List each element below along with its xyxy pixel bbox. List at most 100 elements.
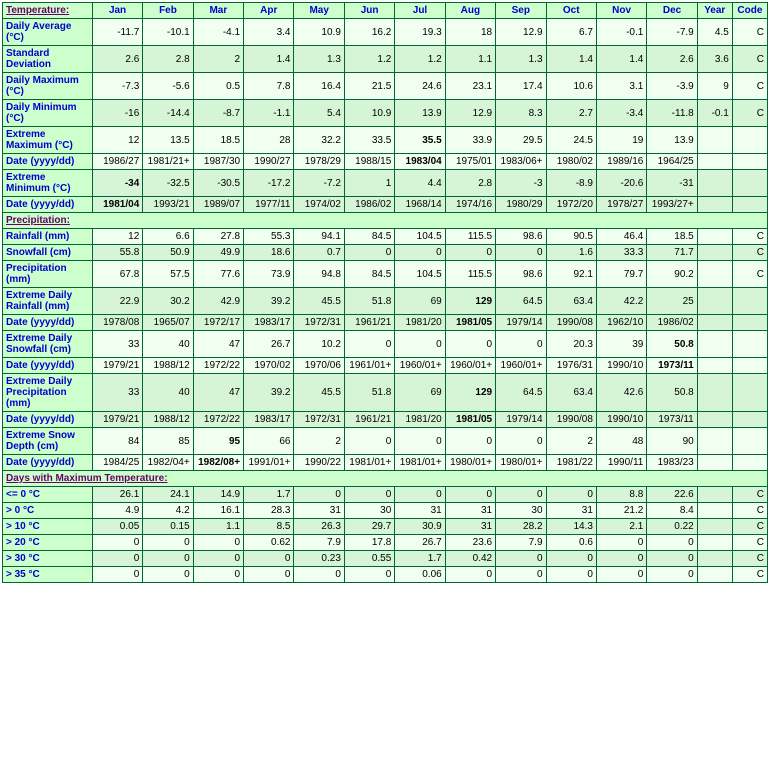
- cell: 18: [445, 19, 495, 46]
- cell: 64.5: [496, 374, 546, 412]
- cell: 31: [445, 519, 495, 535]
- cell: 13.5: [143, 127, 193, 154]
- cell: [732, 170, 767, 197]
- cell: 4.2: [143, 503, 193, 519]
- cell: 14.3: [546, 519, 596, 535]
- cell: 1978/29: [294, 154, 344, 170]
- cell: -17.2: [244, 170, 294, 197]
- cell: [697, 154, 732, 170]
- cell: 0: [344, 331, 394, 358]
- cell: 129: [445, 374, 495, 412]
- cell: 0.7: [294, 245, 344, 261]
- cell: 31: [546, 503, 596, 519]
- cell: 1983/04: [395, 154, 445, 170]
- cell: 46.4: [596, 229, 646, 245]
- cell: -8.9: [546, 170, 596, 197]
- cell: 39.2: [244, 288, 294, 315]
- cell: 0: [546, 551, 596, 567]
- cell: 26.3: [294, 519, 344, 535]
- cell: [732, 374, 767, 412]
- climate-table: Temperature: Jan Feb Mar Apr May Jun Jul…: [2, 2, 768, 583]
- cell: 50.8: [647, 331, 697, 358]
- cell: 0: [92, 551, 142, 567]
- cell: -16: [92, 100, 142, 127]
- cell: 0: [294, 567, 344, 583]
- cell: 2: [193, 46, 243, 73]
- cell: 0: [596, 551, 646, 567]
- col-mar: Mar: [193, 3, 243, 19]
- table-row: Extreme Maximum (°C)1213.518.52832.233.5…: [3, 127, 768, 154]
- cell: 1981/05: [445, 412, 495, 428]
- cell: 24.5: [546, 127, 596, 154]
- cell: 50.8: [647, 374, 697, 412]
- cell: 1986/27: [92, 154, 142, 170]
- cell: 1972/31: [294, 315, 344, 331]
- cell: 14.9: [193, 487, 243, 503]
- cell: 1978/08: [92, 315, 142, 331]
- cell: 33: [92, 374, 142, 412]
- cell: 12.9: [445, 100, 495, 127]
- section-header: Days with Maximum Temperature:: [3, 471, 768, 487]
- cell: 95: [193, 428, 243, 455]
- cell: 0: [496, 428, 546, 455]
- cell: 20.3: [546, 331, 596, 358]
- cell: 19.3: [395, 19, 445, 46]
- table-row: Date (yyyy/dd)1984/251982/04+1982/08+199…: [3, 455, 768, 471]
- cell: 1989/07: [193, 197, 243, 213]
- cell: [732, 428, 767, 455]
- cell: 0: [344, 245, 394, 261]
- cell: 90: [647, 428, 697, 455]
- cell: [697, 455, 732, 471]
- cell: [697, 551, 732, 567]
- cell: 1.1: [445, 46, 495, 73]
- cell: 1973/11: [647, 412, 697, 428]
- cell: 22.6: [647, 487, 697, 503]
- cell: 6.7: [546, 19, 596, 46]
- col-oct: Oct: [546, 3, 596, 19]
- cell: 30.9: [395, 519, 445, 535]
- cell: 55.3: [244, 229, 294, 245]
- cell: 1.4: [244, 46, 294, 73]
- cell: 1.2: [344, 46, 394, 73]
- cell: 2.8: [445, 170, 495, 197]
- cell: 1961/21: [344, 412, 394, 428]
- row-label: > 0 °C: [3, 503, 93, 519]
- cell: C: [732, 487, 767, 503]
- cell: 84: [92, 428, 142, 455]
- cell: -11.8: [647, 100, 697, 127]
- row-label: Date (yyyy/dd): [3, 455, 93, 471]
- cell: 1993/27+: [647, 197, 697, 213]
- cell: 17.4: [496, 73, 546, 100]
- cell: 57.5: [143, 261, 193, 288]
- cell: 1990/10: [596, 358, 646, 374]
- cell: [697, 229, 732, 245]
- cell: 67.8: [92, 261, 142, 288]
- cell: 63.4: [546, 288, 596, 315]
- cell: 64.5: [496, 288, 546, 315]
- cell: 23.6: [445, 535, 495, 551]
- cell: 31: [395, 503, 445, 519]
- col-apr: Apr: [244, 3, 294, 19]
- row-label: Daily Minimum (°C): [3, 100, 93, 127]
- cell: 79.7: [596, 261, 646, 288]
- cell: 19: [596, 127, 646, 154]
- col-nov: Nov: [596, 3, 646, 19]
- cell: 0: [647, 567, 697, 583]
- cell: 8.4: [647, 503, 697, 519]
- table-row: > 0 °C4.94.216.128.331303131303121.28.4C: [3, 503, 768, 519]
- cell: 1961/21: [344, 315, 394, 331]
- cell: -30.5: [193, 170, 243, 197]
- cell: 1980/02: [546, 154, 596, 170]
- cell: 1988/12: [143, 358, 193, 374]
- cell: 50.9: [143, 245, 193, 261]
- cell: 17.8: [344, 535, 394, 551]
- cell: -3: [496, 170, 546, 197]
- cell: [697, 288, 732, 315]
- cell: 29.5: [496, 127, 546, 154]
- cell: -5.6: [143, 73, 193, 100]
- cell: [697, 535, 732, 551]
- cell: 1.3: [496, 46, 546, 73]
- cell: 1.7: [244, 487, 294, 503]
- cell: [732, 315, 767, 331]
- cell: 0: [92, 535, 142, 551]
